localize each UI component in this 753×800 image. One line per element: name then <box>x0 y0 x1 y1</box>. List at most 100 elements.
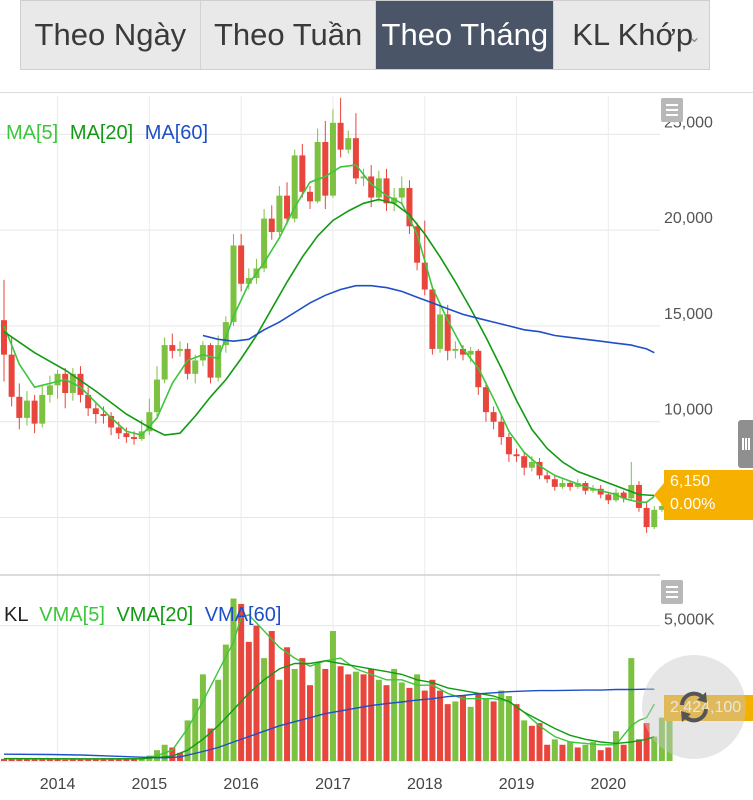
volume-bar <box>368 668 375 761</box>
candle-body <box>261 218 268 269</box>
legend-ma20: MA[20] <box>70 122 133 144</box>
volume-menu-icon[interactable] <box>661 580 683 604</box>
legend-vma60: VMA[60] <box>205 604 282 626</box>
candle-body <box>245 278 252 284</box>
volume-bar <box>291 668 298 761</box>
volume-bar <box>31 758 38 761</box>
volume-bar <box>222 644 229 761</box>
legend-kl: KL <box>4 604 28 626</box>
volume-bar <box>559 744 566 761</box>
last-price-tag: 6,150 0.00% <box>654 470 753 520</box>
volume-bar <box>475 693 482 761</box>
volume-bar <box>307 685 313 761</box>
volume-bar <box>199 674 206 761</box>
price-legend: MA[5] MA[20] MA[60] <box>6 122 208 144</box>
candle-body <box>398 187 405 198</box>
volume-bar <box>322 668 329 761</box>
volume-bar <box>169 747 176 761</box>
volume-bar <box>108 759 115 761</box>
candle-body <box>513 454 520 457</box>
year-tick-label: 2017 <box>315 776 351 793</box>
candle-body <box>521 456 528 468</box>
volume-bar <box>245 641 252 761</box>
tab-monthly[interactable]: Theo Tháng <box>376 1 555 69</box>
candle-body <box>77 373 84 395</box>
candle-body <box>544 475 551 480</box>
candle-body <box>375 178 382 198</box>
tab-matched-volume[interactable]: KL Khớp ⌄ <box>554 1 709 69</box>
volume-bar <box>391 668 398 761</box>
candle-body <box>490 412 497 422</box>
volume-bar <box>238 603 245 761</box>
tab-weekly[interactable]: Theo Tuần <box>201 1 377 69</box>
refresh-button[interactable] <box>642 655 746 759</box>
volume-bar <box>268 631 275 761</box>
candle-body <box>1 320 7 355</box>
volume-bar <box>314 663 321 761</box>
candle-body <box>452 348 459 351</box>
ma-line <box>3 164 655 504</box>
volume-bar <box>628 658 635 761</box>
volume-bar <box>406 687 413 761</box>
candle-body <box>85 394 92 409</box>
volume-bar <box>253 625 260 761</box>
vma-line <box>3 688 655 759</box>
volume-bar <box>635 739 642 761</box>
volume-bar <box>544 744 551 761</box>
volume-bar <box>54 759 61 761</box>
price-menu-icon[interactable] <box>661 98 683 122</box>
candle-body <box>559 483 566 487</box>
candle-body <box>108 415 115 428</box>
price-tick-label: 10,000 <box>664 402 713 419</box>
candle-body <box>8 354 15 397</box>
candle-body <box>176 348 183 351</box>
candle-body <box>307 191 313 202</box>
candle-body <box>284 195 291 219</box>
volume-bar <box>329 631 336 761</box>
volume-bar <box>460 696 466 761</box>
volume-bar <box>551 739 558 761</box>
candle-body <box>131 437 138 439</box>
volume-bar <box>643 723 650 761</box>
tab-daily[interactable]: Theo Ngày <box>21 1 201 69</box>
candle-body <box>39 394 46 424</box>
candle-body <box>115 427 122 434</box>
volume-bar <box>77 759 84 761</box>
volume-bar <box>352 671 359 761</box>
volume-bar <box>207 728 214 761</box>
volume-bar <box>184 720 191 761</box>
legend-vma5: VMA[5] <box>39 604 105 626</box>
candle-body <box>421 262 428 290</box>
candle-body <box>207 345 214 378</box>
volume-bar <box>39 759 46 761</box>
candle-body <box>528 461 535 468</box>
volume-bar <box>536 723 543 761</box>
volume-tick-label: 5,000K <box>664 612 715 629</box>
volume-bar <box>284 647 291 761</box>
volume-bar <box>383 685 390 761</box>
candle-body <box>230 245 237 323</box>
period-tab-bar: Theo Ngày Theo Tuần Theo Tháng KL Khớp ⌄ <box>20 0 710 70</box>
candle-body <box>100 414 107 416</box>
legend-ma60: MA[60] <box>145 122 208 144</box>
volume-bar <box>69 759 76 761</box>
candle-body <box>54 373 61 386</box>
candle-body <box>123 433 130 438</box>
candle-body <box>192 360 199 374</box>
volume-bar <box>482 698 489 761</box>
candle-body <box>574 483 581 487</box>
candle-body <box>314 141 321 202</box>
candle-body <box>276 195 283 233</box>
candle-body <box>498 421 505 438</box>
volume-bar <box>46 759 53 761</box>
volume-bar <box>582 744 589 761</box>
volume-bar <box>437 690 444 761</box>
volume-bar <box>597 750 604 761</box>
ma-line <box>3 198 655 497</box>
volume-bar <box>299 658 306 761</box>
candle-body <box>391 197 398 204</box>
drag-handle-icon[interactable] <box>738 420 753 468</box>
candle-body <box>238 245 245 284</box>
